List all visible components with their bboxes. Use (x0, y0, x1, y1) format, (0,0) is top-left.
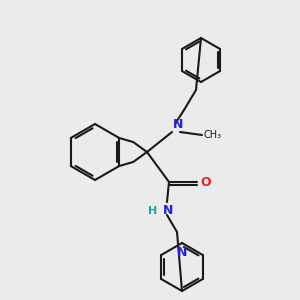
Text: N: N (177, 246, 187, 259)
Text: CH₃: CH₃ (204, 130, 222, 140)
Text: O: O (200, 176, 211, 188)
Text: H: H (148, 206, 157, 216)
Text: N: N (173, 118, 183, 131)
Text: N: N (163, 205, 173, 218)
